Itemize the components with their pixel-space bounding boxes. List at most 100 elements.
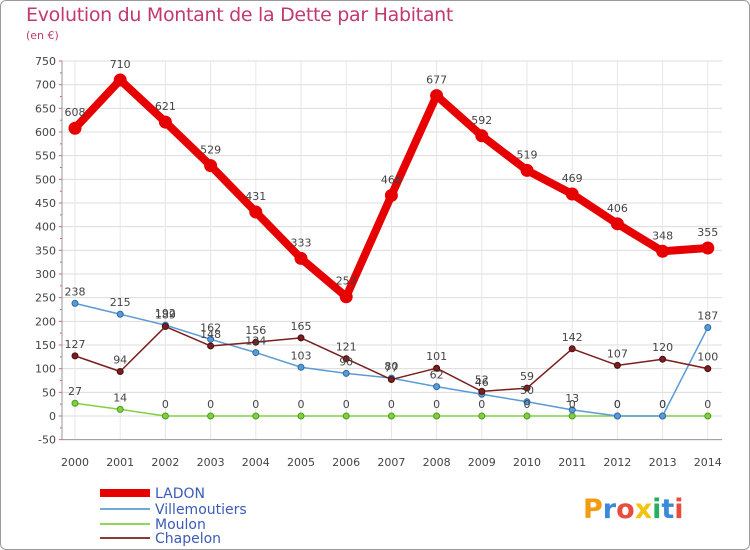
data-point-chapelon bbox=[297, 334, 305, 342]
y-tick-label: 650 bbox=[35, 102, 56, 115]
y-tick-label: -50 bbox=[38, 434, 56, 447]
x-tick-label: 2004 bbox=[242, 456, 270, 469]
legend-label-chapelon: Chapelon bbox=[155, 531, 221, 547]
data-point-villemoutiers bbox=[659, 412, 667, 420]
data-labels: 27 14 0 0 0 0 0 0 0 0 0 0 0 0 0 238 215 192 162 134 103 90 80 6… bbox=[65, 58, 719, 411]
data-label-ladon: 608 bbox=[65, 106, 86, 119]
chart-subtitle: (en €) bbox=[26, 29, 59, 42]
x-tick-label: 2010 bbox=[513, 456, 541, 469]
data-label-ladon: 469 bbox=[562, 172, 583, 185]
data-label-ladon: 529 bbox=[200, 144, 221, 157]
data-label-chapelon: 94 bbox=[113, 354, 127, 367]
axes: 7507006506005505004504003503002502001501… bbox=[35, 55, 722, 469]
data-point-ladon bbox=[249, 205, 263, 219]
data-point-chapelon bbox=[704, 365, 712, 373]
data-point-ladon bbox=[68, 121, 82, 135]
data-label-chapelon: 142 bbox=[562, 331, 583, 344]
logo-letter: i bbox=[674, 494, 683, 525]
x-tick-label: 2011 bbox=[558, 456, 586, 469]
x-tick-label: 2009 bbox=[468, 456, 496, 469]
data-label-villemoutiers: 80 bbox=[384, 360, 398, 373]
data-point-ladon bbox=[430, 89, 444, 103]
y-tick-label: 600 bbox=[35, 126, 56, 139]
data-point-villemoutiers bbox=[704, 323, 712, 331]
chart-title: Evolution du Montant de la Dette par Hab… bbox=[26, 4, 454, 26]
data-point-chapelon bbox=[387, 376, 395, 384]
data-point-chapelon bbox=[568, 345, 576, 353]
y-tick-label: 750 bbox=[35, 55, 56, 68]
data-point-chapelon bbox=[433, 364, 441, 372]
data-label-ladon: 677 bbox=[426, 74, 447, 87]
data-label-ladon: 252 bbox=[336, 275, 357, 288]
logo-letter: i bbox=[652, 494, 661, 525]
x-tick-label: 2012 bbox=[603, 456, 631, 469]
y-tick-label: 200 bbox=[35, 315, 56, 328]
data-label-villemoutiers: 30 bbox=[520, 384, 534, 397]
y-tick-label: 300 bbox=[35, 268, 56, 281]
data-point-ladon bbox=[339, 290, 353, 304]
data-label-ladon: 592 bbox=[471, 114, 492, 127]
x-tick-label: 2005 bbox=[287, 456, 315, 469]
data-label-moulon: 0 bbox=[252, 398, 259, 411]
logo-letter: t bbox=[661, 494, 674, 525]
data-label-chapelon: 148 bbox=[200, 328, 221, 341]
data-label-ladon: 406 bbox=[607, 202, 628, 215]
legend-label-villemoutiers: Villemoutiers bbox=[155, 502, 247, 518]
y-tick-label: 150 bbox=[35, 339, 56, 352]
data-label-villemoutiers: 13 bbox=[565, 392, 579, 405]
data-label-moulon: 0 bbox=[704, 398, 711, 411]
data-label-villemoutiers: 0 bbox=[659, 398, 666, 411]
legend-label-moulon: Moulon bbox=[155, 517, 206, 533]
y-tick-label: 100 bbox=[35, 363, 56, 376]
data-point-chapelon bbox=[207, 342, 215, 350]
data-label-villemoutiers: 215 bbox=[110, 296, 131, 309]
data-label-villemoutiers: 238 bbox=[65, 285, 86, 298]
data-label-chapelon: 165 bbox=[291, 320, 312, 333]
data-point-ladon bbox=[294, 251, 308, 265]
x-tick-label: 2002 bbox=[151, 456, 179, 469]
data-point-moulon bbox=[387, 412, 395, 420]
x-tick-label: 2014 bbox=[694, 456, 722, 469]
data-label-villemoutiers: 187 bbox=[697, 309, 718, 322]
data-label-moulon: 0 bbox=[659, 398, 666, 411]
data-point-moulon bbox=[207, 412, 215, 420]
data-point-chapelon bbox=[116, 368, 124, 376]
y-tick-label: 0 bbox=[49, 410, 56, 423]
data-label-moulon: 0 bbox=[478, 398, 485, 411]
data-point-villemoutiers bbox=[433, 383, 441, 391]
data-label-moulon: 0 bbox=[343, 398, 350, 411]
data-point-villemoutiers bbox=[613, 412, 621, 420]
data-point-chapelon bbox=[478, 387, 486, 395]
data-point-moulon bbox=[478, 412, 486, 420]
data-point-villemoutiers bbox=[116, 310, 124, 318]
data-label-chapelon: 77 bbox=[384, 362, 398, 375]
data-label-ladon: 710 bbox=[110, 58, 131, 71]
data-point-moulon bbox=[161, 412, 169, 420]
data-point-ladon bbox=[656, 244, 670, 258]
data-point-chapelon bbox=[252, 338, 260, 346]
data-point-chapelon bbox=[659, 355, 667, 363]
data-label-chapelon: 127 bbox=[65, 338, 86, 351]
data-label-moulon: 0 bbox=[162, 398, 169, 411]
data-point-moulon bbox=[252, 412, 260, 420]
x-tick-label: 2003 bbox=[197, 456, 225, 469]
data-label-ladon: 431 bbox=[245, 190, 266, 203]
data-label-villemoutiers: 0 bbox=[614, 398, 621, 411]
data-label-ladon: 333 bbox=[291, 236, 312, 249]
x-tick-label: 2000 bbox=[61, 456, 89, 469]
data-label-moulon: 0 bbox=[524, 398, 531, 411]
logo-letter: x bbox=[635, 494, 652, 525]
data-point-chapelon bbox=[613, 361, 621, 369]
x-tick-label: 2007 bbox=[377, 456, 405, 469]
logo-letter: o bbox=[616, 494, 635, 525]
data-label-villemoutiers: 46 bbox=[475, 376, 489, 389]
data-label-ladon: 621 bbox=[155, 100, 176, 113]
data-point-moulon bbox=[116, 405, 124, 413]
data-point-villemoutiers bbox=[252, 349, 260, 357]
data-label-moulon: 0 bbox=[433, 398, 440, 411]
data-label-chapelon: 101 bbox=[426, 350, 447, 363]
y-tick-label: 550 bbox=[35, 150, 56, 163]
data-point-ladon bbox=[520, 163, 534, 177]
